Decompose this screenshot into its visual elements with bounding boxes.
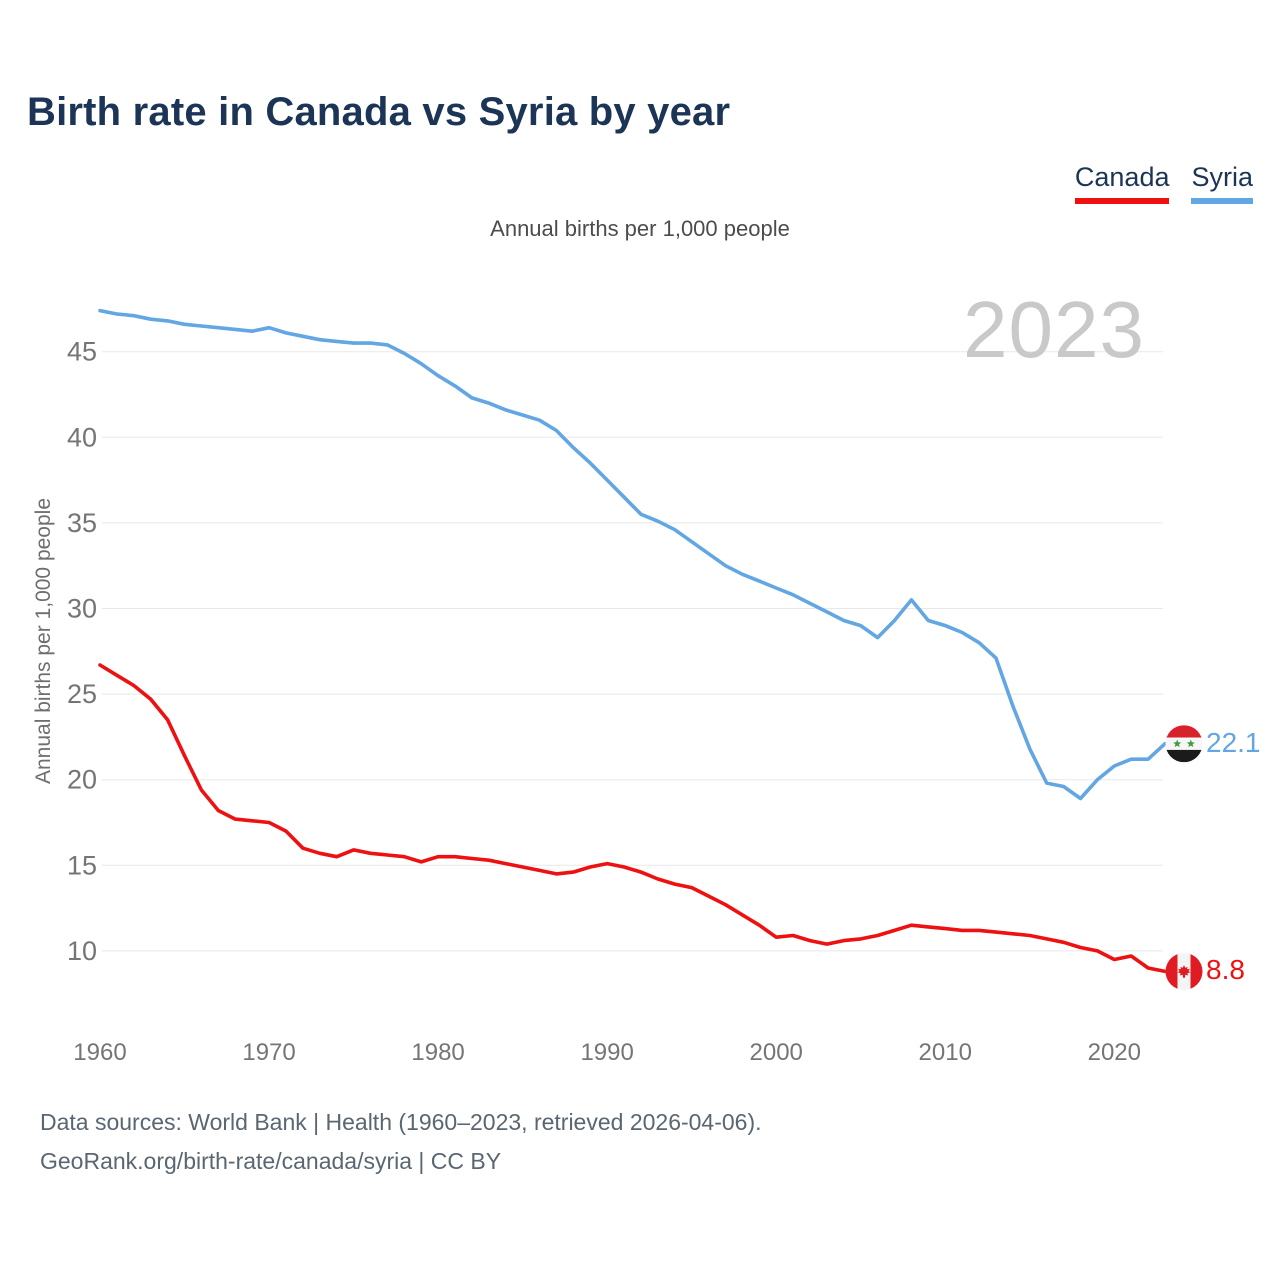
x-tick-label: 2000 — [750, 1039, 803, 1066]
y-tick-label: 35 — [67, 508, 97, 538]
x-tick-label: 1970 — [242, 1039, 295, 1066]
line-canada — [98, 663, 1167, 974]
flag-markers — [1165, 725, 1203, 990]
line-syria — [98, 308, 1167, 801]
page-title: Birth rate in Canada vs Syria by year — [27, 90, 731, 134]
y-tick-label: 30 — [67, 594, 97, 624]
chart-subtitle: Annual births per 1,000 people — [490, 216, 790, 241]
syria-flag-icon — [1165, 725, 1203, 763]
gridlines — [102, 351, 1163, 952]
legend-item-syria[interactable]: Syria — [1191, 162, 1253, 204]
x-tick-label: 2020 — [1088, 1039, 1141, 1066]
x-tick-label: 1990 — [580, 1039, 633, 1066]
x-tick-label: 1960 — [73, 1039, 126, 1066]
legend-item-canada[interactable]: Canada — [1074, 162, 1170, 204]
y-tick-label: 10 — [67, 936, 97, 966]
canada-end-value: 8.8 — [1206, 954, 1245, 986]
footer: Data sources: World Bank | Health (1960–… — [40, 1103, 762, 1181]
y-tick-label: 15 — [67, 850, 97, 880]
axis-tick-labels: 45 40 35 30 25 20 15 10 1960 1970 1980 1990 2000 2010… — [67, 337, 1141, 1066]
canada-flag-icon — [1165, 952, 1203, 990]
syria-end-value: 22.1 — [1206, 726, 1261, 758]
y-tick-label: 40 — [67, 422, 97, 452]
year-watermark: 2023 — [963, 285, 1145, 374]
data-lines — [98, 308, 1167, 974]
y-tick-label: 20 — [67, 765, 97, 795]
y-tick-label: 25 — [67, 679, 97, 709]
footer-sources: Data sources: World Bank | Health (1960–… — [40, 1109, 762, 1135]
legend: Canada Syria — [1074, 162, 1253, 204]
y-tick-label: 45 — [67, 337, 97, 367]
x-tick-label: 1980 — [411, 1039, 464, 1066]
x-tick-label: 2010 — [919, 1039, 972, 1066]
footer-attribution: GeoRank.org/birth-rate/canada/syria | CC… — [40, 1148, 502, 1174]
